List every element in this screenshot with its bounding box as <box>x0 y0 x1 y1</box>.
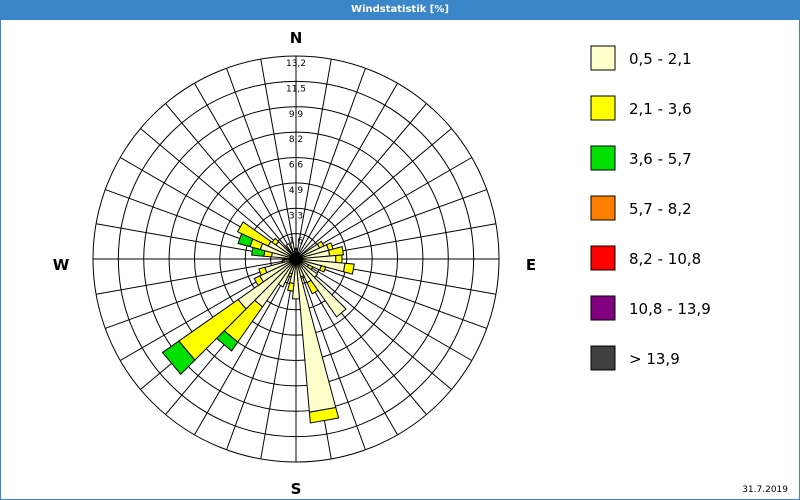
legend-label: 5,7 - 8,2 <box>629 200 692 218</box>
legend-label: 3,6 - 5,7 <box>629 150 692 168</box>
legend-swatch <box>590 145 616 171</box>
grid-spoke <box>194 82 297 260</box>
grid-spoke <box>165 103 297 260</box>
rose-bar-segment <box>285 242 297 260</box>
rose-bar-segment <box>342 262 355 275</box>
ring-labels: 1,6 3,3 4,9 6,6 8,2 9,9 11,5 13,2 <box>286 59 306 247</box>
grid-spoke <box>194 258 297 436</box>
rose-bar-segment <box>294 255 297 260</box>
grid-spoke <box>140 128 297 260</box>
grid-spoke <box>295 58 332 260</box>
grid-spoke <box>295 82 398 260</box>
direction-label-w: W <box>53 256 70 274</box>
rose-bars <box>161 221 355 424</box>
rose-bar-segment <box>281 259 285 264</box>
grid-spoke <box>260 258 297 460</box>
legend-label: 2,1 - 3,6 <box>629 100 692 118</box>
rose-bar-segment <box>258 266 268 276</box>
grid-spoke <box>295 258 473 361</box>
ring-label: 1,6 <box>289 237 304 247</box>
chart-title: Windstatistik [%] <box>0 0 800 20</box>
rose-bar-segment <box>328 246 345 257</box>
direction-label-e: E <box>526 256 536 274</box>
ring-label: 11,5 <box>286 84 306 94</box>
ring-label: 9,9 <box>289 110 304 120</box>
legend: 0,5 - 2,1 2,1 - 3,6 3,6 - 5,7 5,7 - 8,2 8,2 … <box>590 45 711 371</box>
direction-label-n: N <box>290 29 303 47</box>
grid-spoke <box>295 258 452 390</box>
rose-bar-segment <box>308 406 340 424</box>
direction-label-s: S <box>291 480 302 498</box>
legend-swatch <box>590 45 616 71</box>
rose-bar-segment <box>271 237 280 246</box>
legend-swatch <box>590 95 616 121</box>
legend-swatch <box>590 295 616 321</box>
date-label: 31.7.2019 <box>742 485 788 495</box>
grid-spoke <box>295 103 427 260</box>
grid-spoke <box>226 258 297 450</box>
ring-label: 13,2 <box>286 59 306 69</box>
legend-label: 0,5 - 2,1 <box>629 50 692 68</box>
ring-label: 8,2 <box>289 135 303 145</box>
rose-bar-segment <box>253 275 264 287</box>
ring-label: 3,3 <box>289 211 303 221</box>
rose-grid <box>92 55 500 463</box>
grid-spoke <box>295 258 487 329</box>
rose-bar-segment <box>294 247 298 251</box>
legend-swatch <box>590 245 616 271</box>
legend-swatch <box>590 345 616 371</box>
rose-bar-segment <box>335 254 343 264</box>
grid-spoke <box>295 128 452 260</box>
rose-bar-segment <box>236 221 272 247</box>
grid-spoke <box>295 157 473 260</box>
grid-spoke <box>295 68 366 260</box>
grid-spoke <box>95 258 297 295</box>
legend-label: > 13,9 <box>629 350 680 368</box>
grid-spoke <box>260 58 297 260</box>
grid-spoke <box>295 258 366 450</box>
ring-label: 4,9 <box>289 186 304 196</box>
grid-spoke <box>226 68 297 260</box>
legend-label: 10,8 - 13,9 <box>629 300 711 318</box>
rose-bar-segment <box>319 265 327 273</box>
rose-bar-segment <box>161 340 196 376</box>
legend-swatch <box>590 195 616 221</box>
rose-bar-segment <box>306 279 319 295</box>
ring-label: 6,6 <box>289 161 304 171</box>
rose-bar-segment <box>287 282 295 292</box>
legend-label: 8,2 - 10,8 <box>629 250 701 268</box>
